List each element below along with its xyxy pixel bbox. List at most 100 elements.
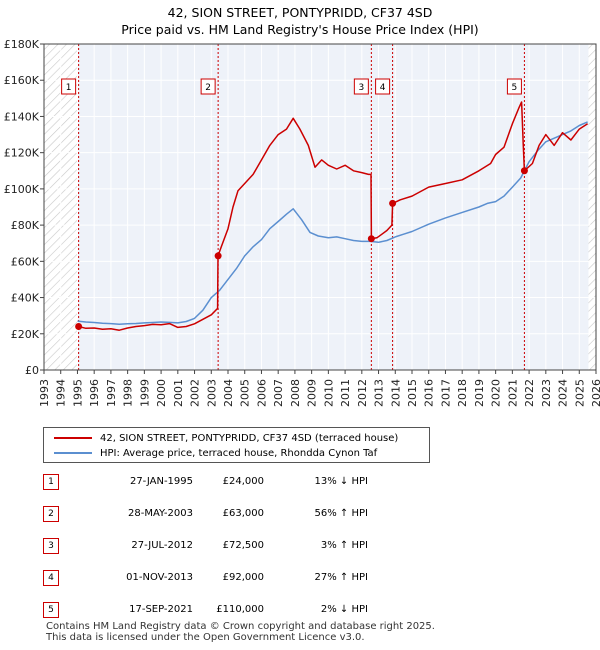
transaction-point xyxy=(520,167,528,175)
transaction-number: 4 xyxy=(43,570,59,586)
y-tick-label: £20K xyxy=(11,328,40,341)
x-tick-label: 2009 xyxy=(306,379,319,407)
x-tick-label: 2002 xyxy=(189,379,202,407)
transaction-point xyxy=(389,199,397,207)
x-tick-label: 2019 xyxy=(473,379,486,407)
x-tick-label: 2015 xyxy=(406,379,419,407)
x-tick-label: 2013 xyxy=(373,379,386,407)
y-tick-label: £40K xyxy=(11,292,40,305)
x-tick-label: 2022 xyxy=(523,379,536,407)
transaction-date: 01-NOV-2013 xyxy=(126,572,193,583)
transaction-label-box xyxy=(353,78,369,95)
transaction-date: 17-SEP-2021 xyxy=(129,604,193,615)
x-tick-label: 2017 xyxy=(439,379,452,407)
transaction-row: 2 28-MAY-2003 £63,000 56% ↑ HPI xyxy=(43,506,563,522)
x-tick-label: 2000 xyxy=(155,379,168,407)
chart-title-block: 42, SION STREET, PONTYPRIDD, CF37 4SD Pr… xyxy=(0,4,600,38)
x-tick-label: 1999 xyxy=(138,379,151,407)
y-tick-label: £120K xyxy=(4,147,40,160)
x-tick-label: 2008 xyxy=(289,379,302,407)
x-tick-label: 1994 xyxy=(55,379,68,407)
x-tick-label: 2016 xyxy=(423,379,436,407)
x-tick-label: 2003 xyxy=(205,379,218,407)
chart-title: 42, SION STREET, PONTYPRIDD, CF37 4SD xyxy=(167,5,433,20)
transaction-row: 5 17-SEP-2021 £110,000 2% ↓ HPI xyxy=(43,602,563,618)
transaction-date: 28-MAY-2003 xyxy=(127,508,193,519)
transaction-date: 27-JUL-2012 xyxy=(131,540,193,551)
plot-frame xyxy=(43,43,597,371)
x-tick-label: 2026 xyxy=(590,379,600,407)
y-tick-label: £160K xyxy=(4,74,40,87)
transaction-price: £92,000 xyxy=(222,572,264,583)
transaction-point xyxy=(75,323,83,331)
transaction-label: 2 xyxy=(205,83,211,93)
transaction-label: 5 xyxy=(512,83,518,93)
transaction-row: 3 27-JUL-2012 £72,500 3% ↑ HPI xyxy=(43,538,563,554)
x-tick-label: 2007 xyxy=(272,379,285,407)
legend-label-hpi: HPI: Average price, terraced house, Rhon… xyxy=(100,447,378,459)
transaction-hpi: 2% ↓ HPI xyxy=(320,604,368,615)
footer-line-1: Contains HM Land Registry data © Crown c… xyxy=(46,621,435,632)
x-tick-label: 2004 xyxy=(222,379,235,407)
transaction-hpi: 27% ↑ HPI xyxy=(314,572,368,583)
footer-line-2: This data is licensed under the Open Gov… xyxy=(46,632,365,643)
legend: 42, SION STREET, PONTYPRIDD, CF37 4SD (t… xyxy=(43,427,430,463)
x-tick-label: 2012 xyxy=(356,379,369,407)
transaction-price: £72,500 xyxy=(222,540,264,551)
transaction-date: 27-JAN-1995 xyxy=(129,476,193,487)
x-tick-label: 2018 xyxy=(456,379,469,407)
transaction-number: 3 xyxy=(43,538,59,554)
y-tick-label: £140K xyxy=(4,110,40,123)
transaction-point xyxy=(214,252,222,260)
x-tick-label: 2014 xyxy=(389,379,402,407)
transaction-label-box xyxy=(506,78,522,95)
x-tick-label: 2024 xyxy=(557,379,570,407)
legend-label-property: 42, SION STREET, PONTYPRIDD, CF37 4SD (t… xyxy=(100,432,399,444)
transaction-row: 1 27-JAN-1995 £24,000 13% ↓ HPI xyxy=(43,474,563,490)
y-tick-label: £0 xyxy=(25,364,39,377)
transaction-price: £63,000 xyxy=(222,508,264,519)
x-tick-label: 2006 xyxy=(255,379,268,407)
x-tick-label: 2020 xyxy=(490,379,503,407)
hatched-region-right xyxy=(588,44,596,370)
legend-swatch-red xyxy=(54,437,92,439)
transaction-price: £110,000 xyxy=(216,604,264,615)
x-tick-label: 2001 xyxy=(172,379,185,407)
x-tick-label: 1997 xyxy=(105,379,118,407)
legend-item-hpi: HPI: Average price, terraced house, Rhon… xyxy=(54,446,377,460)
y-tick-label: £60K xyxy=(11,255,40,268)
transaction-number: 1 xyxy=(43,474,59,490)
transaction-hpi: 3% ↑ HPI xyxy=(320,540,368,551)
x-tick-label: 1995 xyxy=(71,379,84,407)
y-tick-label: £80K xyxy=(11,219,40,232)
transaction-label: 1 xyxy=(66,83,72,93)
series-line xyxy=(78,101,589,331)
x-tick-label: 1993 xyxy=(38,379,51,407)
x-tick-label: 1998 xyxy=(122,379,135,407)
chart-subtitle: Price paid vs. HM Land Registry's House … xyxy=(121,22,479,37)
transaction-label-box xyxy=(61,78,77,95)
transaction-label: 3 xyxy=(358,83,364,93)
transaction-label-box xyxy=(200,78,216,95)
price-chart: 1 2 3 4 5 £0 £20K £40K £60K £80K £100K £120K £140K £1… xyxy=(4,38,600,407)
x-tick-label: 2025 xyxy=(573,379,586,407)
x-tick-label: 1996 xyxy=(88,379,101,407)
transaction-price: £24,000 xyxy=(222,476,264,487)
x-tick-label: 2005 xyxy=(239,379,252,407)
transaction-row: 4 01-NOV-2013 £92,000 27% ↑ HPI xyxy=(43,570,563,586)
x-tick-label: 2011 xyxy=(339,379,352,407)
transaction-label: 4 xyxy=(380,83,386,93)
transaction-hpi: 13% ↓ HPI xyxy=(314,476,368,487)
transaction-number: 5 xyxy=(43,602,59,618)
transaction-number: 2 xyxy=(43,506,59,522)
x-tick-label: 2023 xyxy=(540,379,553,407)
plot-background xyxy=(44,44,596,370)
series-line xyxy=(77,121,588,325)
transaction-hpi: 56% ↑ HPI xyxy=(314,508,368,519)
x-tick-label: 2021 xyxy=(506,379,519,407)
transaction-point xyxy=(367,235,375,243)
transaction-label-box xyxy=(375,78,391,95)
legend-swatch-blue xyxy=(54,452,92,454)
y-tick-label: £100K xyxy=(4,183,40,196)
footer-attribution: Contains HM Land Registry data © Crown c… xyxy=(46,621,435,643)
